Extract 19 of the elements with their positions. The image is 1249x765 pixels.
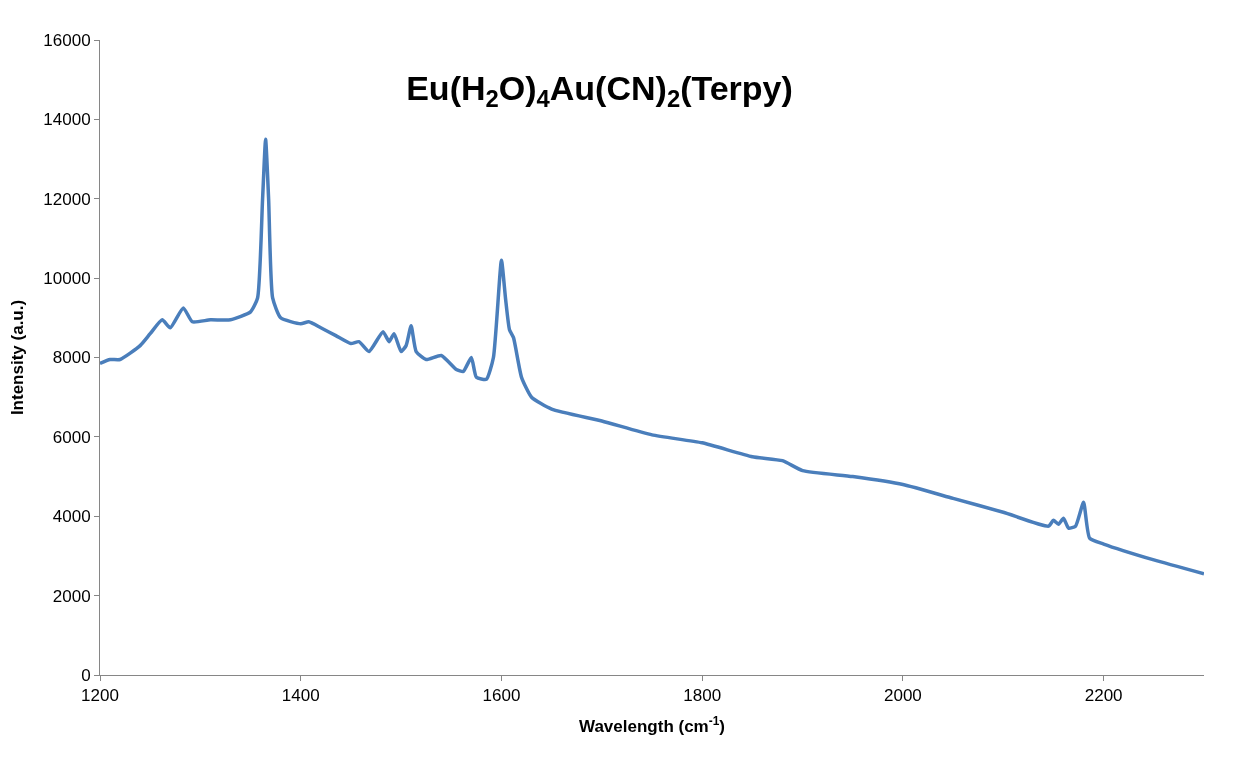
y-tick-label: 0 — [81, 665, 91, 685]
y-tick-label: 10000 — [43, 269, 91, 289]
y-tick-label: 14000 — [43, 110, 91, 130]
y-tick-label: 2000 — [52, 586, 91, 606]
x-tick-label: 1200 — [81, 686, 119, 706]
y-axis-title: Intensity (a.u.) — [7, 299, 27, 416]
y-tick-label: 8000 — [52, 348, 91, 368]
x-axis-title: Wavelength (cm$^{-1}$) — [579, 713, 725, 736]
x-tick-label: 2000 — [884, 686, 922, 706]
x-tick-label: 1600 — [482, 686, 521, 706]
y-tick-label: 6000 — [52, 427, 91, 447]
y-tick-label: 4000 — [52, 507, 91, 527]
text: Eu(H$_{2}$O)$_{4}$Au(CN)$_{2}$(Terpy) — [406, 69, 793, 113]
y-tick-label: 12000 — [43, 189, 91, 209]
line-series — [100, 137, 1204, 576]
y-tick-label: 16000 — [43, 30, 91, 50]
x-tick-label: 1800 — [683, 686, 722, 706]
x-tick-label: 2200 — [1084, 686, 1123, 706]
x-tick-label: 1400 — [281, 686, 320, 706]
